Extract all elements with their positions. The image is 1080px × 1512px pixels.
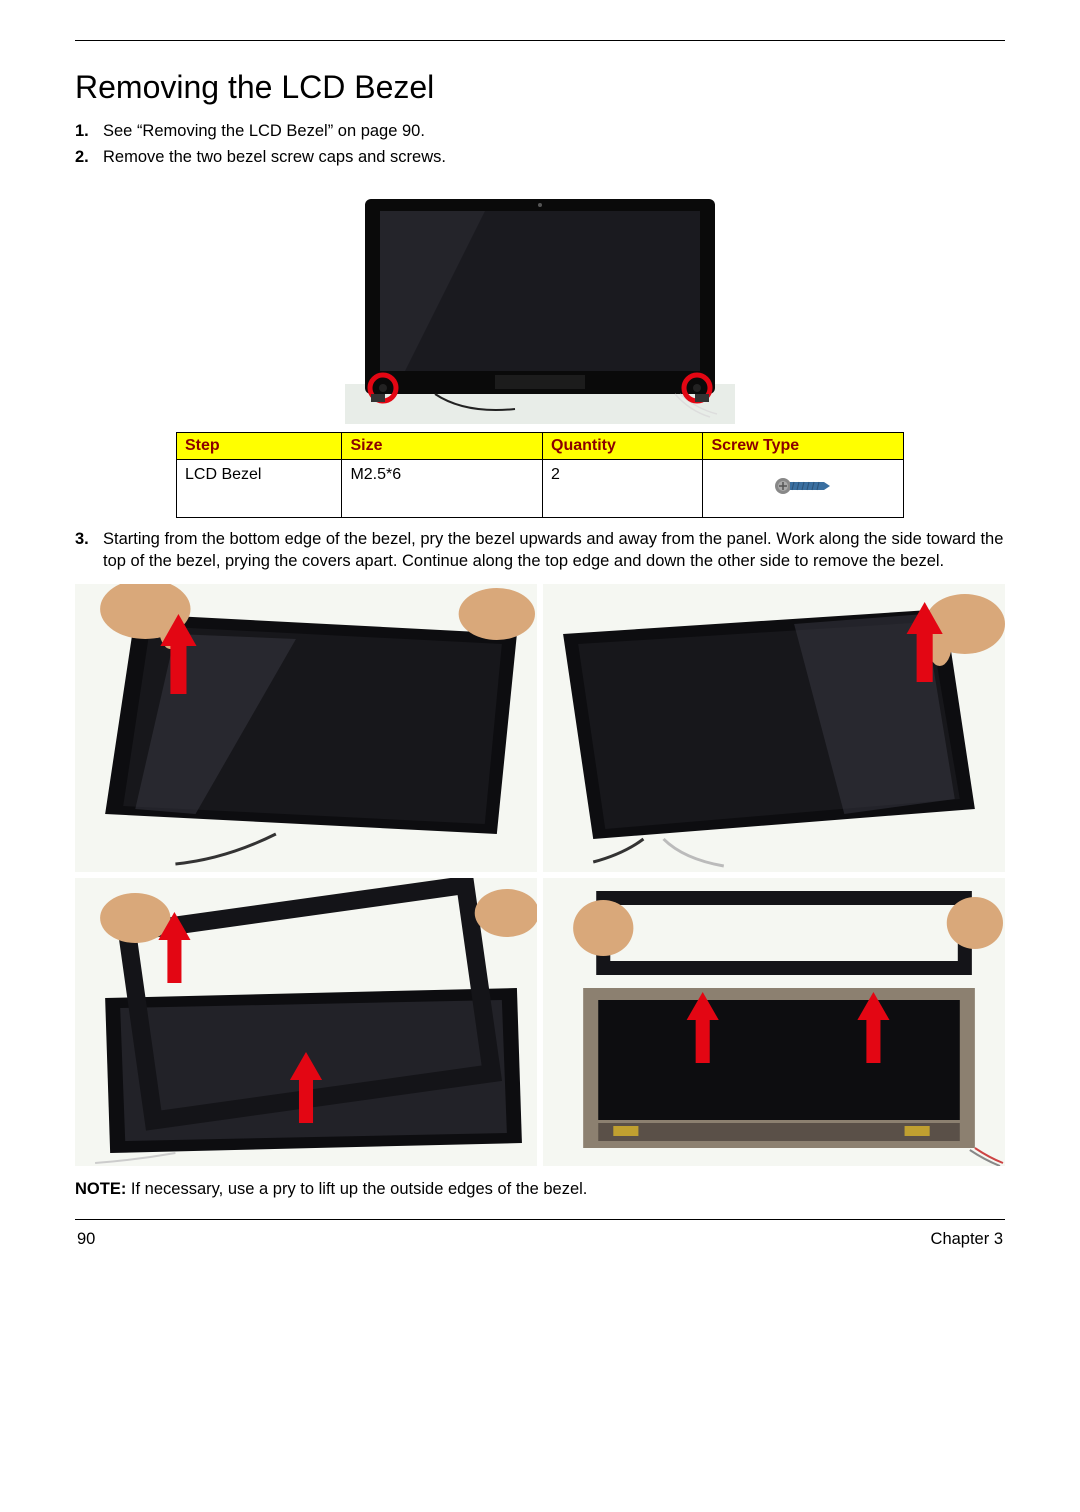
step-3-text: Starting from the bottom edge of the bez… — [103, 530, 1003, 570]
photo-pry-bottom-right — [543, 584, 1005, 872]
page-number: 90 — [77, 1230, 95, 1249]
td-quantity: 2 — [543, 459, 703, 517]
step-2-text: Remove the two bezel screw caps and scre… — [103, 148, 446, 166]
table-row: LCD Bezel M2.5*6 2 — [177, 459, 904, 517]
step-2: 2. Remove the two bezel screw caps and s… — [103, 146, 1005, 168]
chapter-label: Chapter 3 — [931, 1230, 1003, 1249]
td-size: M2.5*6 — [342, 459, 543, 517]
photo-bezel-removed — [543, 878, 1005, 1166]
screw-table: Step Size Quantity Screw Type LCD Bezel … — [176, 432, 904, 518]
th-step: Step — [177, 432, 342, 459]
rule-bottom — [75, 1219, 1005, 1220]
table-header-row: Step Size Quantity Screw Type — [177, 432, 904, 459]
lcd-bezel-illustration — [345, 189, 735, 424]
step-3: 3. Starting from the bottom edge of the … — [103, 528, 1005, 573]
td-step: LCD Bezel — [177, 459, 342, 517]
photo-bezel-lifted — [75, 878, 537, 1166]
page-heading: Removing the LCD Bezel — [75, 69, 1005, 106]
photo-grid — [75, 584, 1005, 1166]
steps-list: 1. See “Removing the LCD Bezel” on page … — [75, 120, 1005, 169]
steps-list-cont: 3. Starting from the bottom edge of the … — [75, 528, 1005, 573]
step-3-number: 3. — [75, 528, 89, 550]
th-screw-type: Screw Type — [703, 432, 904, 459]
document-page: Removing the LCD Bezel 1. See “Removing … — [0, 0, 1080, 1279]
note-text: If necessary, use a pry to lift up the o… — [126, 1180, 587, 1198]
td-screw-type — [703, 459, 904, 517]
step-1: 1. See “Removing the LCD Bezel” on page … — [103, 120, 1005, 142]
step-1-number: 1. — [75, 120, 89, 142]
figure-lcd-bezel — [345, 189, 735, 424]
note-label: NOTE: — [75, 1180, 126, 1198]
note: NOTE: If necessary, use a pry to lift up… — [75, 1180, 1005, 1199]
rule-top — [75, 40, 1005, 41]
step-1-text: See “Removing the LCD Bezel” on page 90. — [103, 122, 425, 140]
screw-icon — [774, 474, 832, 498]
photo-pry-bottom-left — [75, 584, 537, 872]
page-footer: 90 Chapter 3 — [75, 1230, 1005, 1249]
th-quantity: Quantity — [543, 432, 703, 459]
th-size: Size — [342, 432, 543, 459]
step-2-number: 2. — [75, 146, 89, 168]
